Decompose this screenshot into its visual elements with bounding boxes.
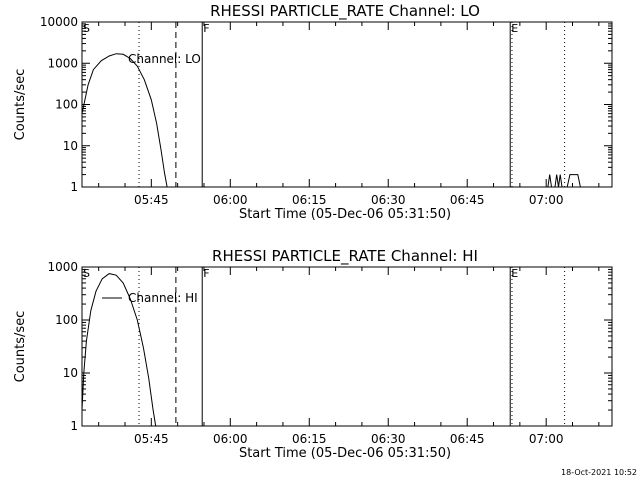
x-tick-label: 06:30	[371, 432, 406, 446]
x-tick-label: 07:00	[529, 193, 564, 207]
x-tick-label: 07:00	[529, 432, 564, 446]
marker-label: F	[203, 267, 209, 280]
y-tick-label: 1	[70, 180, 78, 194]
x-tick-label: 06:15	[292, 432, 327, 446]
chart-title: RHESSI PARTICLE_RATE Channel: LO	[210, 2, 480, 21]
marker-label: E	[511, 22, 518, 35]
panel-lo: RHESSI PARTICLE_RATE Channel: LO 05:45 06:…	[13, 2, 613, 222]
y-tick-label: 1	[70, 419, 78, 433]
y-tick-label: 10	[63, 139, 78, 153]
y-tick-label: 100	[55, 313, 78, 327]
chart-title: RHESSI PARTICLE_RATE Channel: HI	[212, 247, 478, 266]
x-tick-label: 06:45	[450, 432, 485, 446]
x-tick-label: 06:15	[292, 193, 327, 207]
plot-frame	[81, 21, 613, 188]
series-line	[81, 53, 168, 188]
marker-label: F	[203, 22, 209, 35]
x-tick-label: 06:30	[371, 193, 406, 207]
y-tick-label: 1000	[47, 56, 78, 70]
marker-label: S	[83, 22, 90, 35]
series-line	[547, 174, 563, 188]
x-tick-label: 05:45	[134, 432, 169, 446]
x-tick-label: 05:45	[134, 193, 169, 207]
y-tick-label: 10	[63, 366, 78, 380]
series-line	[81, 273, 157, 427]
y-tick-label: 10000	[40, 15, 78, 29]
series-line	[566, 174, 581, 188]
y-axis-label: Counts/sec	[13, 311, 28, 383]
legend-label: Channel: LO	[128, 52, 201, 66]
y-tick-label: 1000	[47, 260, 78, 274]
marker-label: S	[83, 267, 90, 280]
x-tick-label: 06:00	[213, 193, 248, 207]
x-axis-label: Start Time (05-Dec-06 05:31:50)	[239, 446, 451, 461]
x-tick-label: 06:00	[213, 432, 248, 446]
legend-label: Channel: HI	[128, 291, 198, 305]
y-axis-label: Counts/sec	[13, 69, 28, 141]
marker-label: E	[511, 267, 518, 280]
plot-timestamp: 18-Oct-2021 10:52	[561, 468, 637, 477]
panel-hi: RHESSI PARTICLE_RATE Channel: HI 05:45 06:…	[13, 247, 613, 461]
x-tick-label: 06:45	[450, 193, 485, 207]
y-tick-label: 100	[55, 98, 78, 112]
x-axis-label: Start Time (05-Dec-06 05:31:50)	[239, 207, 451, 222]
